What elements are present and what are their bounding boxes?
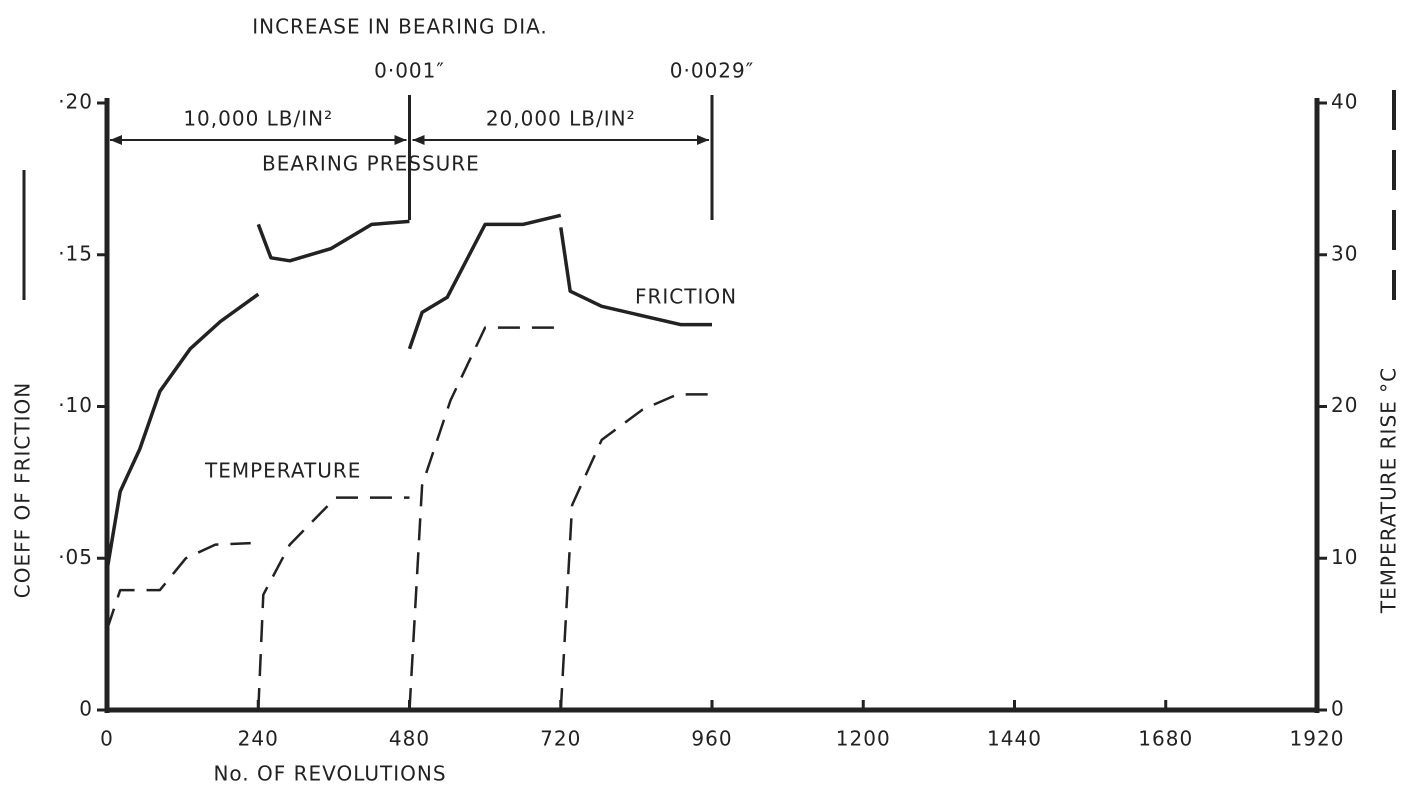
chart-title: INCREASE IN BEARING DIA. [252,15,548,39]
y2-tick-label: 20 [1331,393,1358,417]
x-tick-label: 1920 [1290,727,1345,751]
series-label: TEMPERATURE [204,459,361,483]
y-axis-label: COEFF OF FRICTION [11,382,35,598]
x-tick-label: 1440 [987,727,1042,751]
x-tick-label: 1200 [836,727,891,751]
y2-tick-label: 10 [1331,545,1358,569]
y-tick-label: 0 [79,697,93,721]
x-tick-label: 960 [691,727,732,751]
y-tick-label: ·05 [58,545,93,569]
x-tick-label: 240 [238,727,279,751]
pressure-text: 10,000 LB/IN² [183,107,333,131]
series-label: FRICTION [635,285,737,309]
series-line [105,213,712,571]
x-tick-label: 1680 [1138,727,1193,751]
annotation: 0·0029″ [670,59,754,83]
x-tick-label: 480 [389,727,430,751]
y-tick-label: ·15 [58,241,93,265]
x-tick-label: 0 [100,727,114,751]
y-tick-label: ·20 [58,90,93,114]
y-tick-label: ·10 [58,393,93,417]
pressure-label: BEARING PRESSURE [262,152,480,176]
y2-axis-label: TEMPERATURE RISE °C [1377,367,1401,614]
series-line [105,326,712,711]
y2-tick-label: 0 [1331,697,1345,721]
y2-tick-label: 30 [1331,241,1358,265]
pressure-text: 20,000 LB/IN² [486,107,636,131]
y2-tick-label: 40 [1331,90,1358,114]
x-axis-label: No. OF REVOLUTIONS [213,762,446,786]
x-tick-label: 720 [540,727,581,751]
annotation: 0·001″ [374,59,445,83]
